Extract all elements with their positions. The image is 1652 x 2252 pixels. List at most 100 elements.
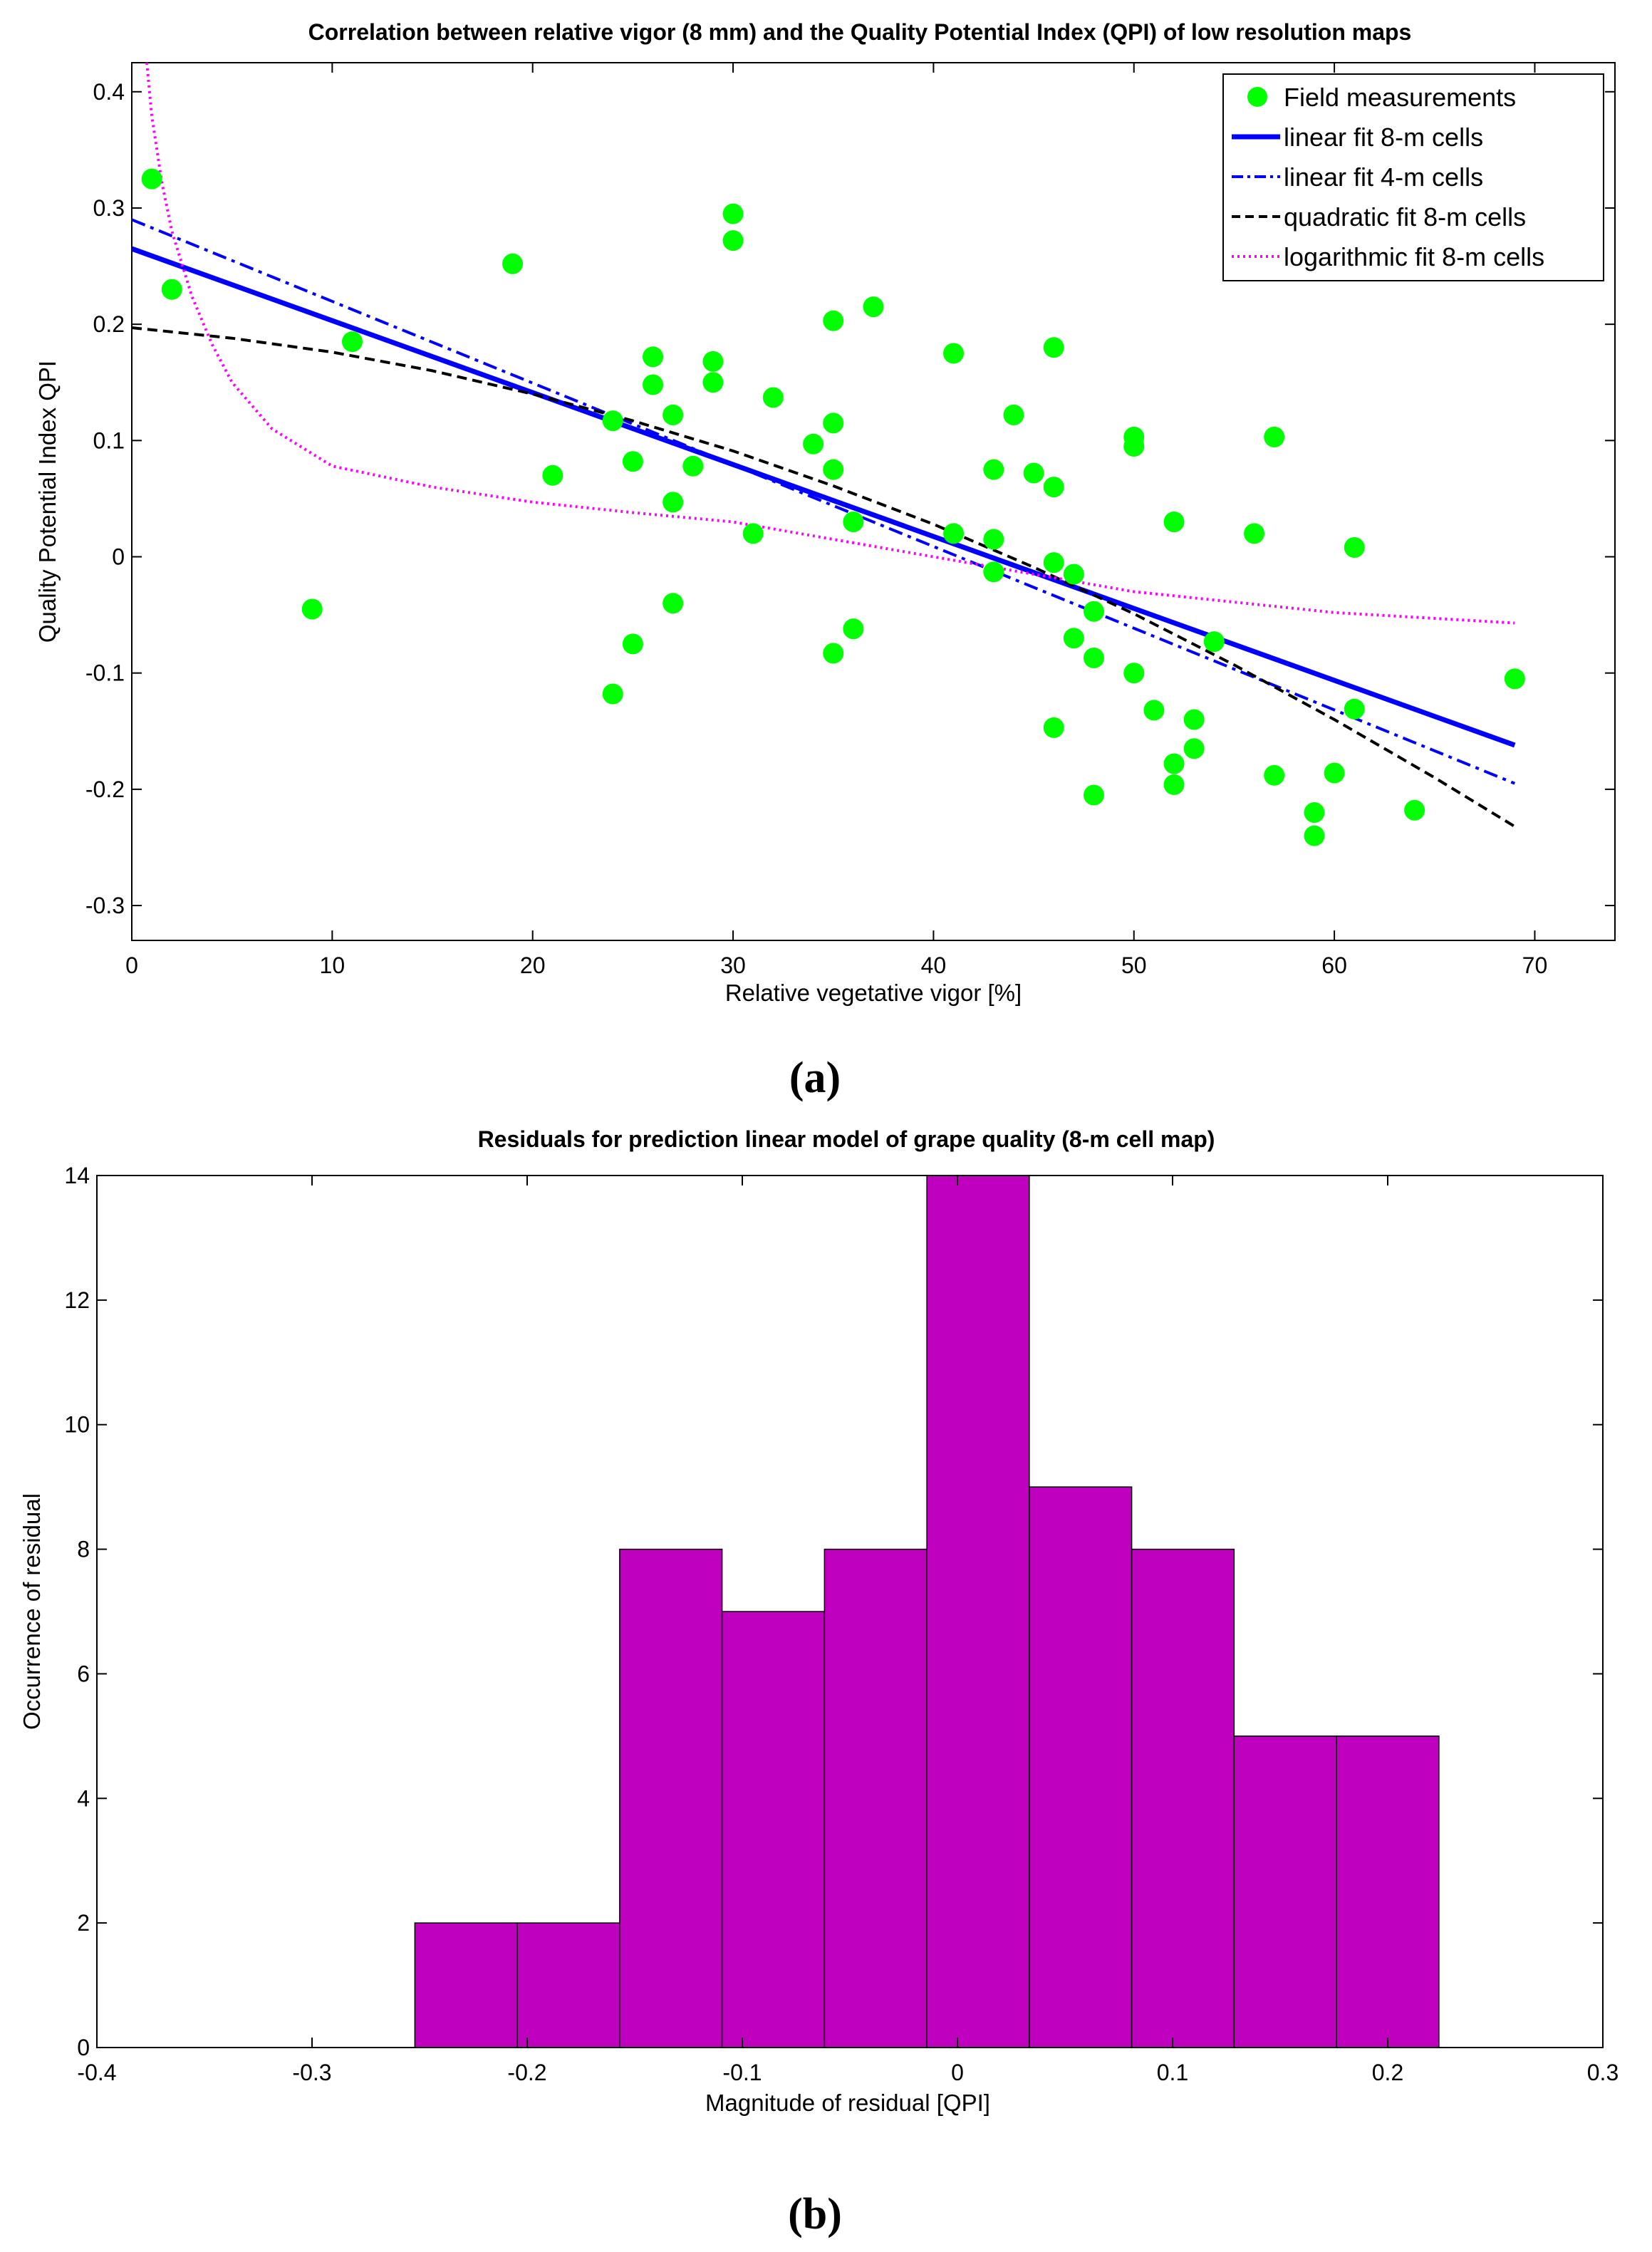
scatter-x-tick-label: 20: [520, 953, 546, 978]
legend-box: [1222, 73, 1604, 281]
data-point: [682, 455, 704, 477]
scatter-x-tick-label: 0: [125, 953, 138, 978]
data-point: [1163, 512, 1185, 533]
data-point: [663, 404, 684, 425]
data-point: [702, 372, 724, 393]
histogram-bar: [1131, 1548, 1235, 2048]
data-point: [301, 598, 323, 620]
data-point: [1324, 762, 1345, 784]
data-point: [823, 459, 844, 480]
data-point: [722, 203, 744, 224]
data-point: [1504, 668, 1525, 690]
histogram-bar: [824, 1548, 928, 2048]
legend-label-field-measurements: Field measurements: [1284, 83, 1516, 112]
histogram-bars: [414, 1175, 1440, 2048]
data-point: [1083, 601, 1104, 622]
data-point: [1304, 825, 1325, 846]
data-point: [1043, 477, 1064, 498]
data-point: [823, 310, 844, 331]
scatter-x-tick-label: 60: [1321, 953, 1347, 978]
scatter-fit-lines: [132, 63, 1516, 828]
data-point: [1043, 552, 1064, 574]
data-point: [983, 529, 1004, 550]
data-point: [983, 459, 1004, 480]
scatter-y-tick-label: -0.3: [85, 893, 125, 918]
data-point: [1083, 784, 1104, 806]
scatter-y-ticks: -0.3 -0.2 -0.1 0 0.1 0.2 0.3 0.4: [85, 79, 1615, 918]
histogram-y-ticks: 0 2 4 6 8 10 12 14: [64, 1163, 1603, 2060]
histogram-y-tick-label: 10: [64, 1412, 90, 1438]
data-point: [762, 387, 784, 408]
histogram-x-ticks: -0.4 -0.3 -0.2 -0.1 0 0.1 0.2 0.3: [77, 1176, 1619, 2085]
data-point: [1123, 435, 1145, 457]
data-point: [1043, 337, 1064, 358]
histogram-title: Residuals for prediction linear model of…: [478, 1126, 1215, 1152]
legend-label-linear-4m: linear fit 4-m cells: [1284, 162, 1483, 192]
data-point: [843, 512, 864, 533]
data-point: [161, 279, 182, 300]
scatter-y-tick-label: 0.1: [93, 427, 125, 453]
data-point: [702, 351, 724, 372]
scatter-x-tick-label: 70: [1522, 953, 1548, 978]
data-point: [742, 523, 764, 544]
data-point: [1183, 738, 1205, 759]
histogram-x-tick-label: 0.3: [1587, 2060, 1619, 2085]
data-point: [1123, 663, 1145, 684]
histogram-y-tick-label: 0: [77, 2035, 90, 2060]
legend-label-quadratic-8m: quadratic fit 8-m cells: [1284, 202, 1526, 232]
histogram-bar: [1233, 1735, 1337, 2048]
data-point: [1344, 698, 1365, 720]
histogram-bar: [1336, 1735, 1440, 2048]
scatter-x-tick-label: 40: [921, 953, 947, 978]
fit-line-logarithmic-fit-8-m-cells: [145, 63, 1515, 625]
scatter-x-tick-label: 50: [1121, 953, 1147, 978]
data-point: [823, 412, 844, 434]
data-point: [663, 492, 684, 513]
histogram-bar: [516, 1922, 620, 2048]
histogram-bar: [926, 1175, 1030, 2048]
data-point: [1063, 564, 1084, 585]
histogram-panel: Residuals for prediction linear model of…: [19, 1126, 1619, 2238]
histogram-bar: [721, 1611, 826, 2048]
histogram-x-tick-label: 0.2: [1372, 2060, 1403, 2085]
histogram-y-axis-label: Occurrence of residual: [19, 1493, 45, 1730]
scatter-x-tick-label: 10: [320, 953, 346, 978]
data-point: [602, 683, 623, 705]
data-point: [1264, 426, 1285, 447]
data-point: [643, 374, 664, 395]
histogram-frame: [96, 1175, 1604, 2048]
data-point: [1304, 802, 1325, 824]
data-point: [622, 633, 643, 655]
scatter-x-tick-label: 30: [720, 953, 746, 978]
data-point: [1003, 404, 1024, 425]
data-point: [1344, 536, 1365, 558]
histogram-y-tick-label: 12: [64, 1287, 90, 1313]
scatter-x-ticks: 0 10 20 30 40 50 60 70: [125, 63, 1547, 978]
data-point: [843, 618, 864, 640]
histogram-y-tick-label: 4: [77, 1785, 90, 1811]
data-point: [341, 331, 363, 353]
histogram-bar: [619, 1548, 723, 2048]
scatter-points: [141, 168, 1525, 846]
scatter-y-tick-label: -0.2: [85, 777, 125, 802]
histogram-bar: [1029, 1486, 1133, 2048]
data-point: [803, 433, 824, 455]
histogram-bar: [414, 1922, 518, 2048]
data-point: [1083, 647, 1104, 668]
fit-line-linear-fit-8-m-cells: [132, 246, 1516, 748]
histogram-y-tick-label: 6: [77, 1661, 90, 1686]
data-point: [663, 593, 684, 614]
histogram-x-tick-label: 0.1: [1157, 2060, 1188, 2085]
data-point: [1063, 628, 1084, 649]
scatter-x-axis-label: Relative vegetative vigor [%]: [725, 980, 1022, 1006]
data-point: [602, 410, 623, 432]
data-point: [643, 346, 664, 368]
scatter-y-tick-label: 0.3: [93, 195, 125, 221]
scatter-legend: Field measurements linear fit 8-m cells …: [1222, 73, 1604, 281]
data-point: [1163, 774, 1185, 795]
data-point: [1203, 631, 1225, 653]
histogram-x-tick-label: -0.2: [507, 2060, 546, 2085]
data-point: [983, 561, 1004, 583]
data-point: [502, 253, 524, 274]
